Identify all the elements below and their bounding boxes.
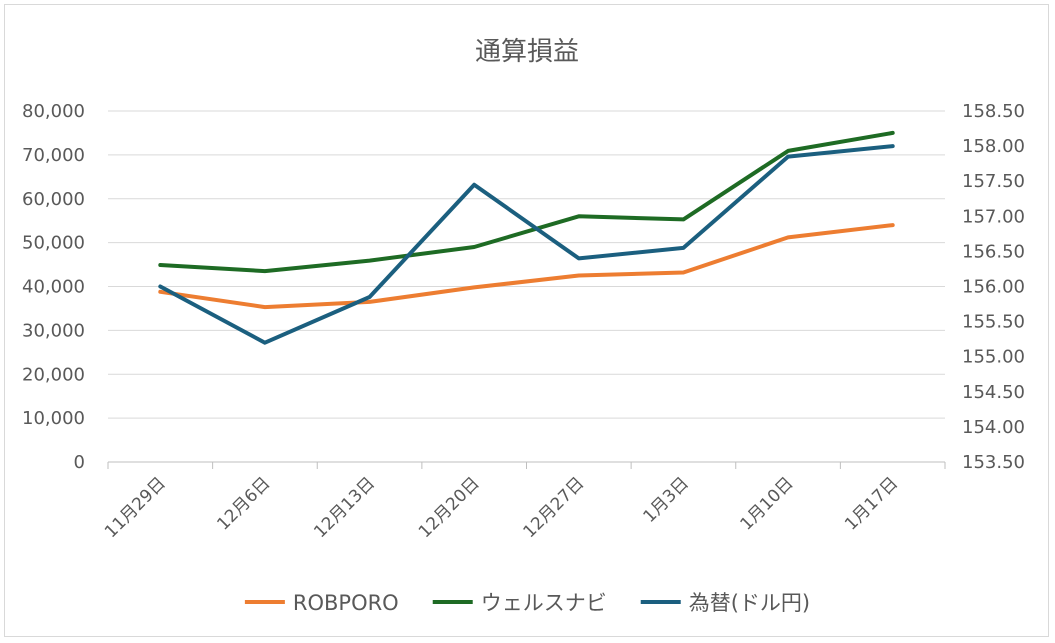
right-tick-label: 157.00 — [962, 206, 1025, 227]
x-tick-label: 1月17日 — [841, 473, 902, 534]
legend-item-0: ROBPORO — [244, 591, 399, 615]
x-tick-label: 12月27日 — [520, 473, 589, 542]
legend-label: 為替(ドル円) — [689, 591, 810, 615]
left-tick-label: 20,000 — [22, 364, 85, 385]
chart-title: 通算損益 — [475, 37, 579, 67]
right-tick-label: 155.00 — [962, 347, 1025, 368]
left-tick-label: 30,000 — [22, 320, 85, 341]
left-tick-label: 0 — [74, 452, 85, 473]
right-tick-label: 156.00 — [962, 277, 1025, 298]
right-tick-label: 153.50 — [962, 452, 1025, 473]
right-tick-label: 158.00 — [962, 136, 1025, 157]
x-axis-ticks: 11月29日 12月6日 12月13日 12月20日 12月27日 1月3日 1月10日 1月… — [101, 473, 902, 542]
left-tick-label: 10,000 — [22, 408, 85, 429]
left-tick-label: 40,000 — [22, 277, 85, 298]
left-tick-label: 80,000 — [22, 101, 85, 122]
gridlines — [108, 110, 945, 419]
legend-item-1: ウェルスナビ — [432, 591, 607, 615]
x-tick-label: 12月13日 — [310, 473, 379, 542]
right-tick-label: 158.50 — [962, 101, 1025, 122]
right-tick-label: 155.50 — [962, 312, 1025, 333]
legend: ROBPORO ウェルスナビ 為替(ドル円) — [244, 591, 810, 615]
right-tick-label: 157.50 — [962, 171, 1025, 192]
right-tick-label: 156.50 — [962, 241, 1025, 262]
x-tick-label: 12月20日 — [415, 473, 484, 542]
series-line-0 — [158, 223, 895, 310]
legend-label: ROBPORO — [293, 591, 399, 615]
left-axis-ticks: 0 10,000 20,000 30,000 40,000 50,000 60,000 70,… — [22, 101, 85, 473]
right-tick-label: 154.50 — [962, 382, 1025, 403]
x-tick-label: 1月10日 — [736, 473, 797, 534]
left-tick-label: 60,000 — [22, 189, 85, 210]
x-tick-label: 11月29日 — [101, 473, 170, 542]
series-line-2 — [158, 144, 895, 345]
series-lines — [158, 130, 895, 345]
series-line-1 — [158, 130, 895, 274]
left-tick-label: 50,000 — [22, 233, 85, 254]
legend-label: ウェルスナビ — [481, 591, 607, 615]
x-tick-label: 1月3日 — [639, 473, 692, 526]
legend-item-2: 為替(ドル円) — [640, 591, 810, 615]
x-tick-label: 12月6日 — [213, 473, 274, 534]
axes — [107, 461, 946, 469]
chart-frame: 通算損益 0 10,000 20,000 30,000 40,000 50,000 60,0… — [4, 4, 1049, 637]
left-tick-label: 70,000 — [22, 145, 85, 166]
right-axis-ticks: 153.50 154.00 154.50 155.00 155.50 156.00 156.… — [962, 101, 1025, 473]
right-tick-label: 154.00 — [962, 417, 1025, 438]
line-chart: 通算損益 0 10,000 20,000 30,000 40,000 50,000 60,0… — [22, 37, 1025, 615]
